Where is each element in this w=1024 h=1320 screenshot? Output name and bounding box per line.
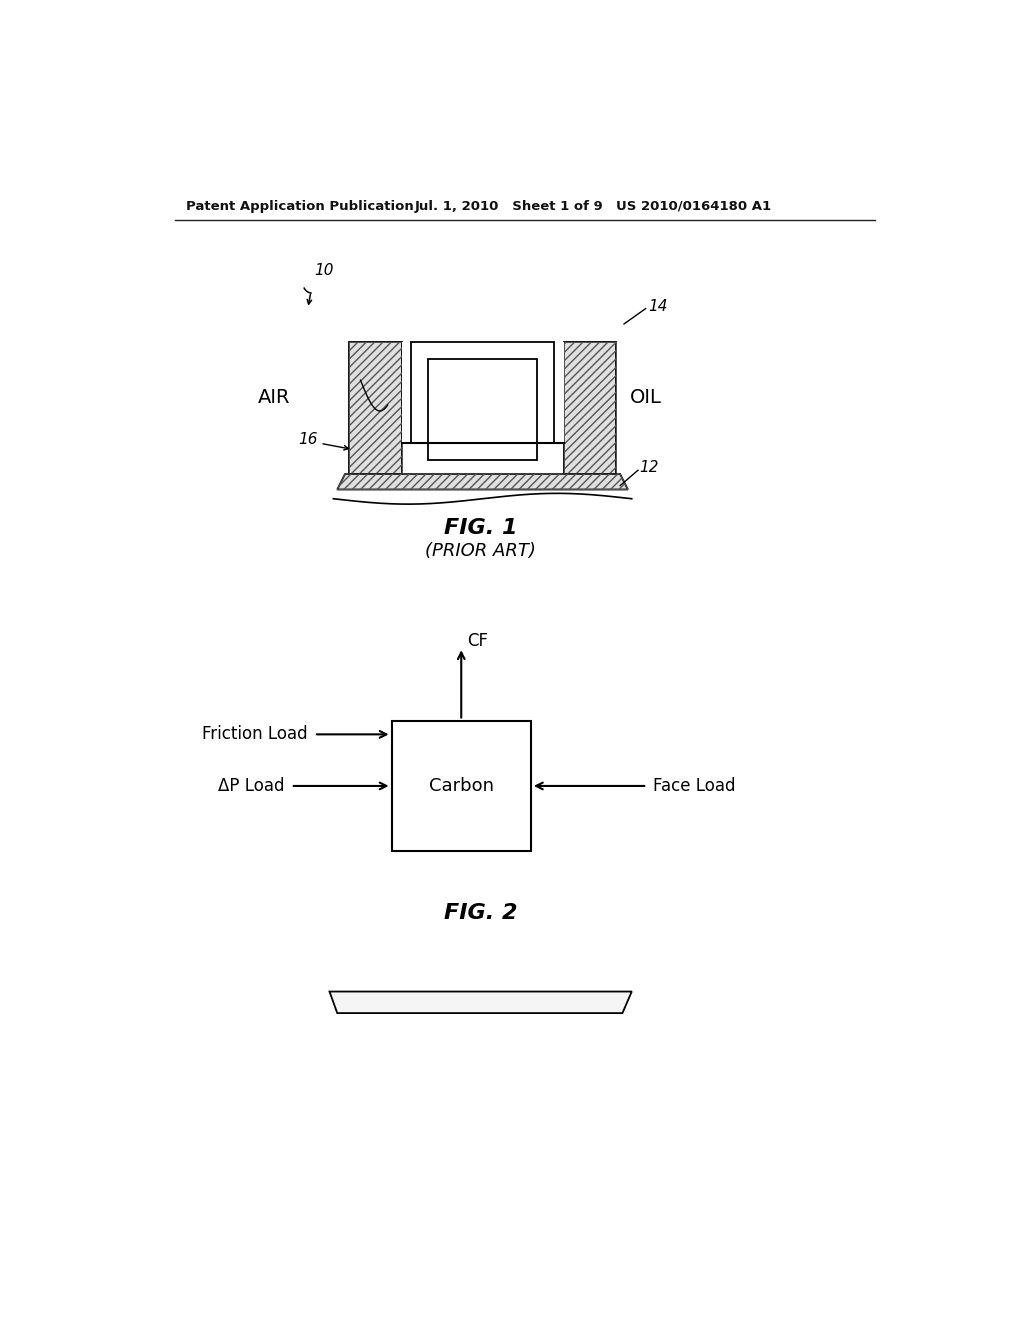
Polygon shape — [349, 342, 401, 474]
Text: FIG. 1: FIG. 1 — [443, 517, 517, 539]
Polygon shape — [391, 721, 531, 851]
Text: AIR: AIR — [258, 388, 291, 407]
Text: US 2010/0164180 A1: US 2010/0164180 A1 — [616, 199, 771, 213]
Text: CF: CF — [467, 632, 488, 651]
Polygon shape — [428, 359, 538, 461]
Polygon shape — [563, 342, 616, 474]
Text: ΔP Load: ΔP Load — [218, 777, 285, 795]
Text: OIL: OIL — [630, 388, 663, 407]
Text: 10: 10 — [314, 263, 334, 277]
Text: 14: 14 — [648, 298, 668, 314]
Text: Carbon: Carbon — [429, 777, 494, 795]
Text: Jul. 1, 2010   Sheet 1 of 9: Jul. 1, 2010 Sheet 1 of 9 — [415, 199, 603, 213]
Polygon shape — [411, 342, 554, 444]
Polygon shape — [337, 474, 628, 490]
Polygon shape — [401, 342, 563, 444]
Text: FIG. 2: FIG. 2 — [443, 903, 517, 923]
Text: 16: 16 — [299, 432, 318, 447]
Text: Friction Load: Friction Load — [202, 726, 308, 743]
Polygon shape — [330, 991, 632, 1014]
Text: (PRIOR ART): (PRIOR ART) — [425, 543, 536, 560]
Text: Face Load: Face Load — [653, 777, 736, 795]
Text: 12: 12 — [640, 461, 659, 475]
Text: Patent Application Publication: Patent Application Publication — [186, 199, 414, 213]
